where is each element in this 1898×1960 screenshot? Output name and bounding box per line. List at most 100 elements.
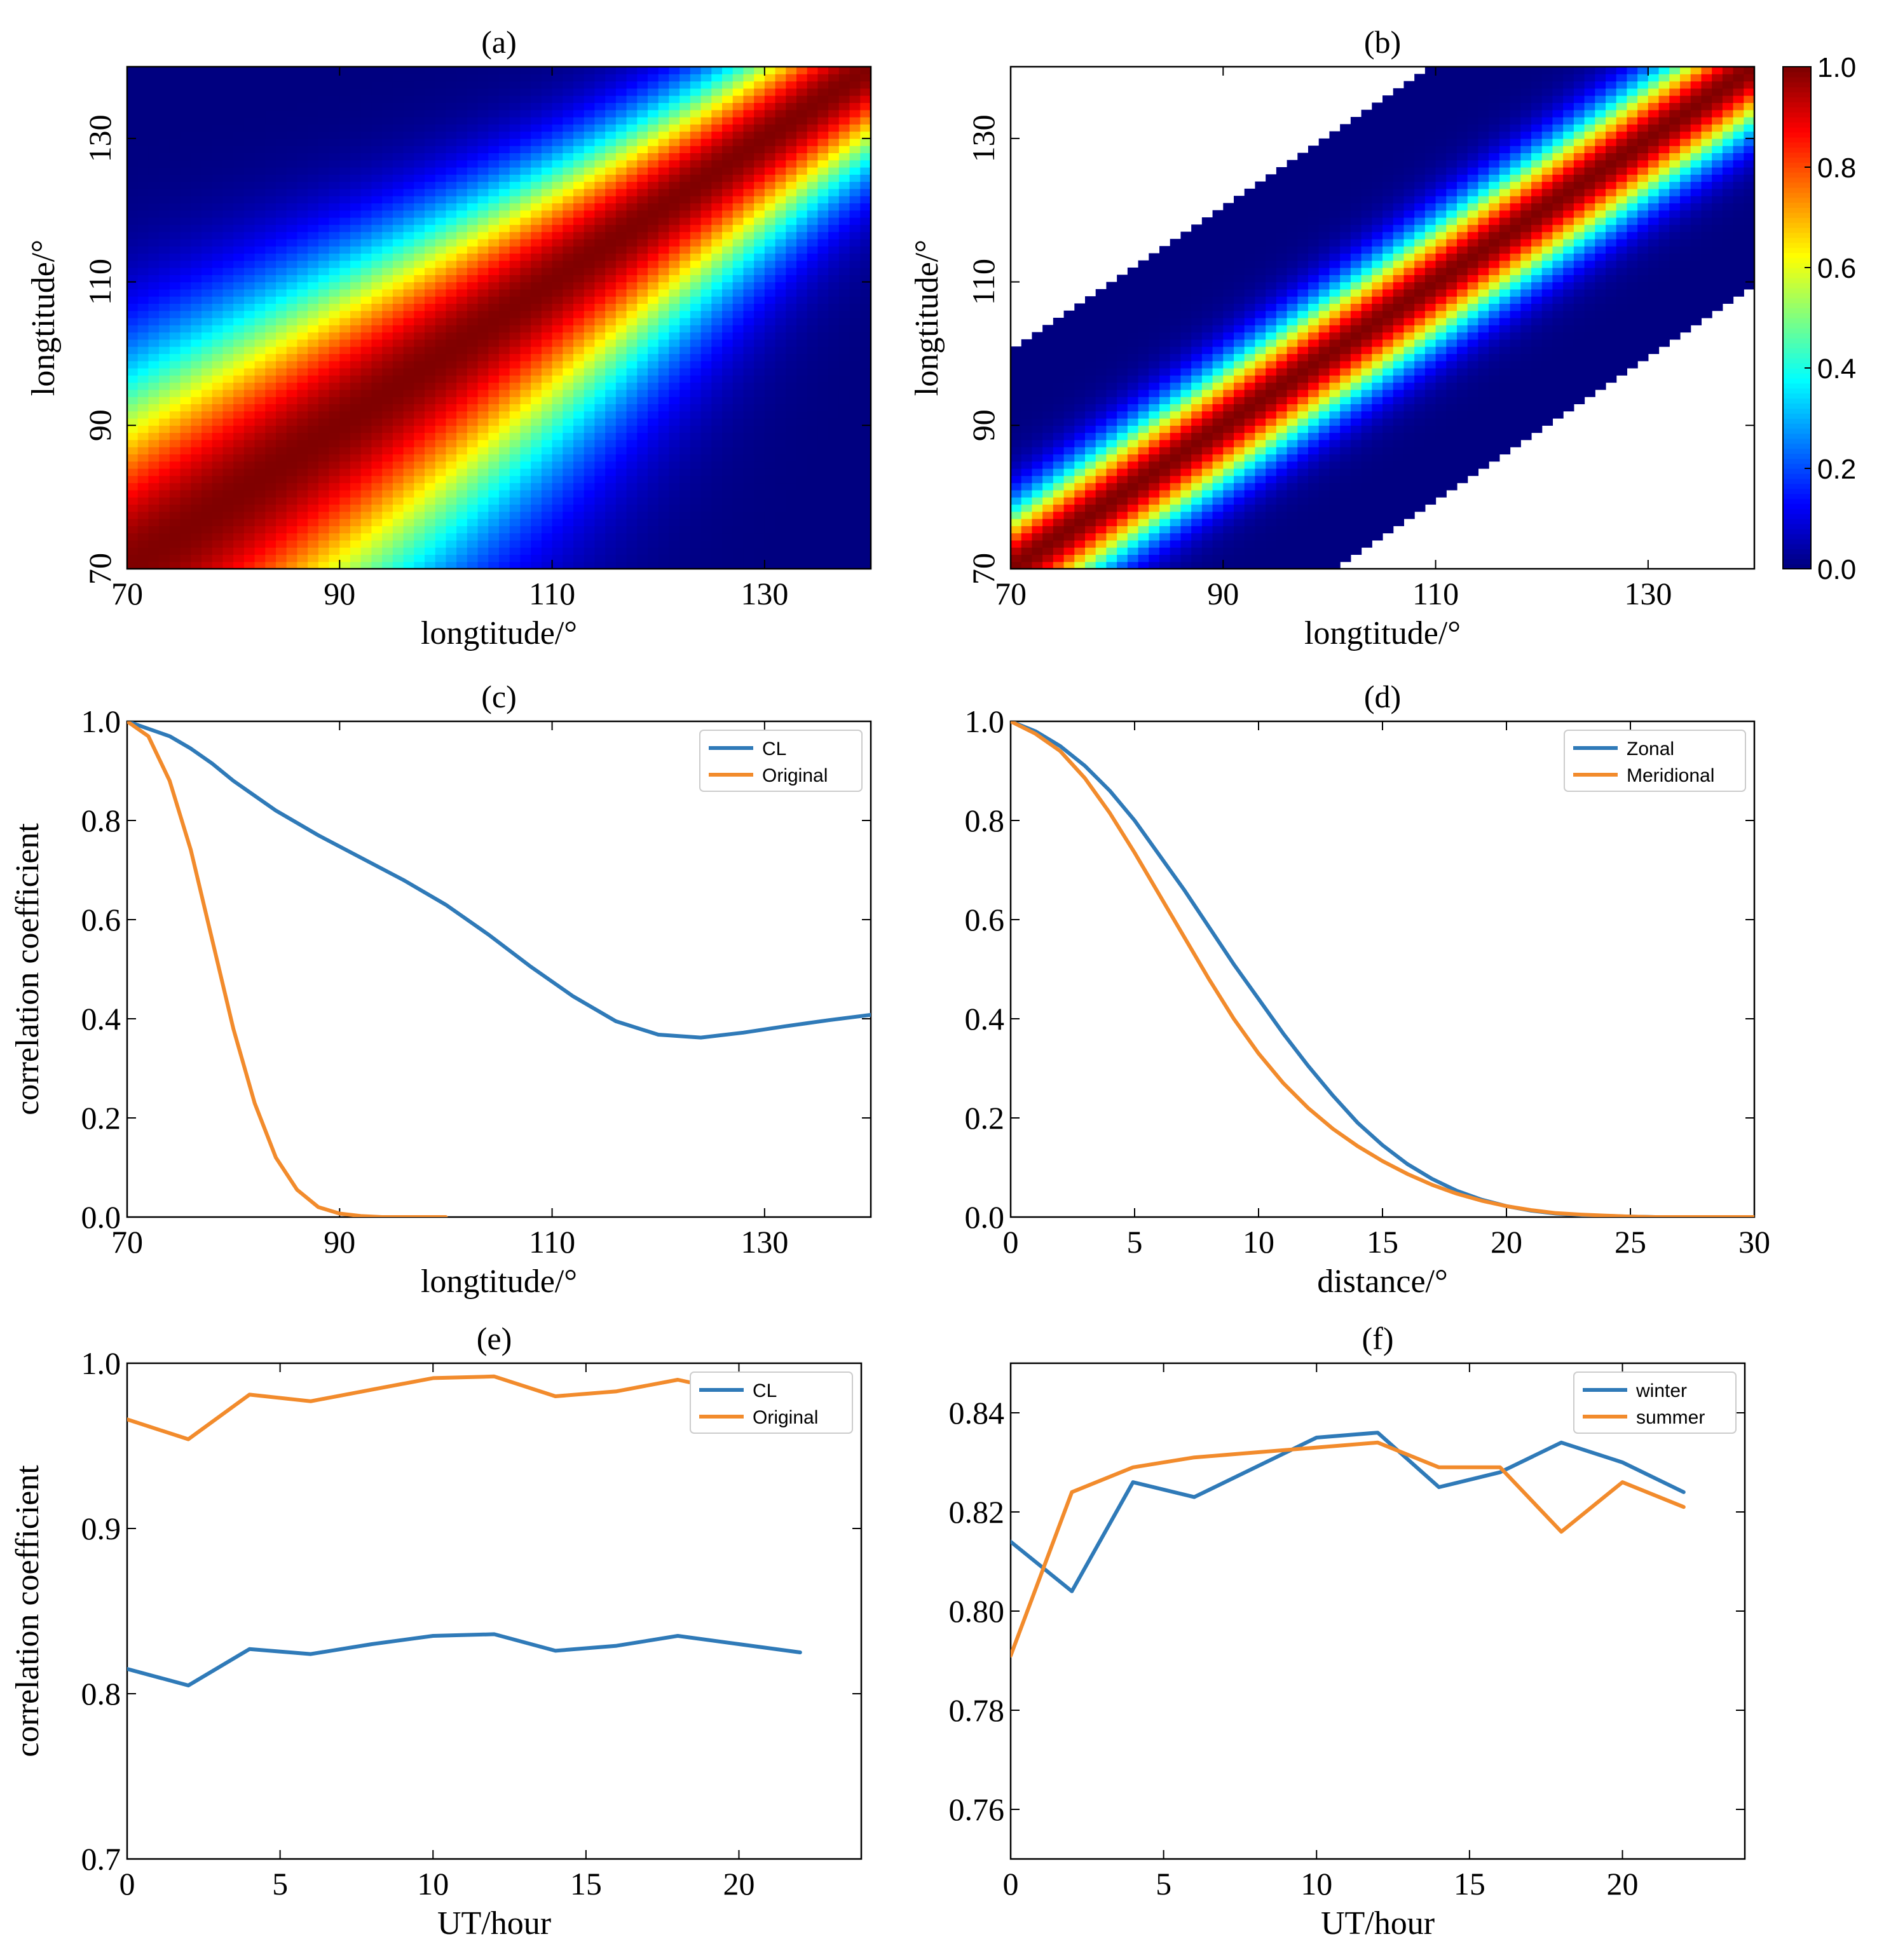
- heatmap-cell: [584, 131, 596, 139]
- heatmap-cell: [191, 489, 202, 498]
- heatmap-cell: [446, 81, 457, 89]
- heatmap-cell: [520, 353, 531, 362]
- heatmap-cell: [191, 109, 202, 118]
- heatmap-cell: [329, 461, 340, 469]
- heatmap-cell: [159, 397, 170, 405]
- heatmap-cell: [360, 425, 372, 433]
- heatmap-cell: [807, 174, 819, 182]
- heatmap-cell: [243, 124, 256, 132]
- heatmap-cell: [477, 138, 489, 146]
- heatmap-cell: [775, 303, 786, 311]
- heatmap-cell: [775, 475, 786, 484]
- heatmap-cell: [775, 181, 786, 189]
- heatmap-cell: [446, 289, 457, 297]
- heatmap-cell: [786, 124, 797, 132]
- heatmap-cell: [456, 224, 468, 233]
- heatmap-cell: [563, 282, 574, 290]
- heatmap-cell: [573, 282, 585, 290]
- heatmap-cell: [615, 432, 627, 440]
- heatmap-cell: [775, 404, 786, 412]
- heatmap-cell: [169, 117, 181, 125]
- heatmap-cell: [286, 124, 298, 132]
- heatmap-cell: [584, 238, 596, 247]
- heatmap-cell: [414, 325, 425, 333]
- heatmap-cell: [339, 482, 351, 491]
- heatmap-cell: [775, 124, 786, 132]
- heatmap-cell: [605, 203, 617, 211]
- heatmap-cell: [658, 461, 670, 469]
- heatmap-cell: [658, 368, 670, 376]
- heatmap-cell: [222, 131, 234, 139]
- heatmap-cell: [860, 310, 871, 318]
- heatmap-cell: [679, 224, 691, 233]
- heatmap-cell: [222, 174, 234, 182]
- heatmap-cell: [541, 203, 553, 211]
- heatmap-cell: [169, 397, 181, 405]
- heatmap-cell: [658, 561, 670, 569]
- heatmap-cell: [169, 332, 181, 340]
- heatmap-cell: [191, 124, 202, 132]
- heatmap-cell: [191, 389, 202, 397]
- heatmap-cell: [828, 540, 840, 548]
- heatmap-cell: [849, 153, 861, 161]
- heatmap-cell: [700, 533, 712, 541]
- heatmap-cell: [467, 289, 479, 297]
- heatmap-cell: [350, 547, 362, 555]
- heatmap-cell: [233, 167, 245, 175]
- heatmap-cell: [360, 554, 372, 562]
- heatmap-cell: [615, 282, 627, 290]
- heatmap-cell: [626, 181, 638, 189]
- heatmap-cell: [679, 289, 691, 297]
- heatmap-cell: [392, 368, 404, 376]
- heatmap-cell: [222, 95, 234, 104]
- heatmap-cell: [764, 282, 776, 290]
- heatmap-cell: [541, 102, 553, 111]
- heatmap-cell: [690, 167, 702, 175]
- heatmap-cell: [615, 339, 627, 347]
- heatmap-cell: [700, 404, 712, 412]
- heatmap-cell: [541, 482, 553, 491]
- heatmap-cell: [669, 275, 680, 283]
- heatmap-cell: [456, 138, 468, 146]
- heatmap-cell: [276, 196, 287, 204]
- heatmap-cell: [191, 375, 202, 383]
- heatmap-cell: [605, 375, 617, 383]
- heatmap-cell: [446, 526, 457, 534]
- heatmap-cell: [392, 81, 404, 89]
- heatmap-cell: [297, 95, 308, 104]
- heatmap-cell: [722, 296, 734, 304]
- heatmap-cell: [350, 447, 362, 455]
- heatmap-cell: [297, 88, 308, 96]
- heatmap-cell: [329, 310, 340, 318]
- heatmap-cell: [212, 268, 224, 275]
- heatmap-cell: [392, 468, 404, 476]
- heatmap-cell: [180, 439, 191, 447]
- heatmap-cell: [329, 561, 340, 569]
- heatmap-cell: [254, 203, 266, 211]
- heatmap-cell: [669, 117, 680, 125]
- heatmap-cell: [658, 174, 670, 182]
- heatmap-cell: [626, 102, 638, 111]
- heatmap-cell: [477, 117, 489, 125]
- heatmap-cell: [786, 146, 797, 154]
- heatmap-cell: [159, 238, 170, 247]
- heatmap-cell: [520, 310, 531, 318]
- heatmap-cell: [531, 547, 542, 555]
- heatmap-cell: [446, 468, 457, 476]
- heatmap-cell: [360, 332, 372, 340]
- heatmap-cell: [732, 447, 744, 455]
- heatmap-cell: [159, 540, 170, 548]
- heatmap-cell: [254, 497, 266, 505]
- heatmap-cell: [371, 117, 383, 125]
- heatmap-cell: [626, 67, 638, 74]
- heatmap-cell: [520, 439, 531, 447]
- heatmap-cell: [403, 411, 414, 419]
- heatmap-cell: [403, 260, 414, 268]
- heatmap-cell: [594, 540, 606, 548]
- heatmap-cell: [520, 468, 531, 476]
- heatmap-cell: [286, 318, 298, 325]
- heatmap-cell: [137, 561, 149, 569]
- heatmap-cell: [159, 497, 170, 505]
- heatmap-cell: [690, 289, 702, 297]
- heatmap-cell: [838, 489, 850, 498]
